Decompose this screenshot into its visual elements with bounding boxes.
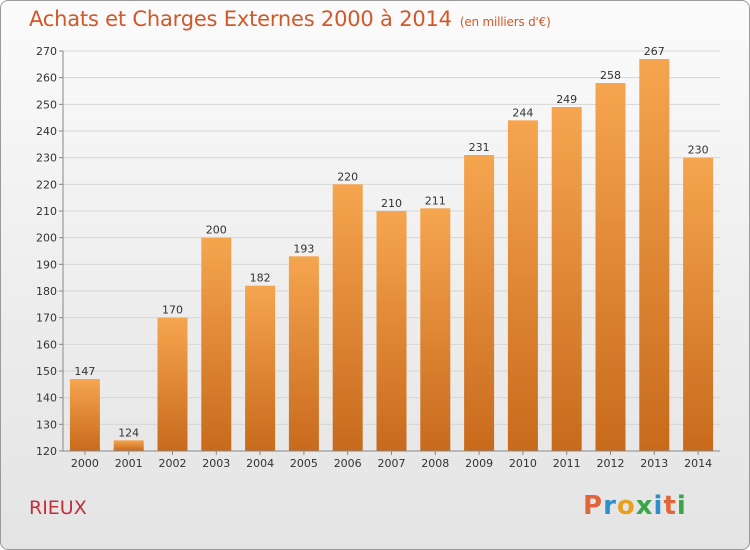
x-tick-label: 2009 — [465, 457, 493, 470]
commune-name: RIEUX — [29, 497, 87, 519]
chart-title: Achats et Charges Externes 2000 à 2014 (e… — [29, 7, 551, 31]
y-tick-label: 140 — [36, 392, 57, 405]
x-tick-label: 2013 — [640, 457, 668, 470]
y-tick-label: 160 — [36, 338, 57, 351]
x-tick-label: 2011 — [553, 457, 581, 470]
bar-value-label: 244 — [512, 106, 533, 119]
bar-2002 — [157, 317, 188, 451]
bar-2012 — [595, 83, 626, 451]
x-tick-label: 2001 — [115, 457, 143, 470]
x-tick-label: 2006 — [334, 457, 362, 470]
bar-value-label: 231 — [469, 141, 490, 154]
x-tick-label: 2005 — [290, 457, 318, 470]
x-tick-label: 2014 — [684, 457, 712, 470]
x-tick-label: 2004 — [246, 457, 274, 470]
logo-letter: i — [676, 491, 687, 521]
y-tick-label: 260 — [36, 72, 57, 85]
y-tick-label: 170 — [36, 312, 57, 325]
y-tick-label: 150 — [36, 365, 57, 378]
x-tick-label: 2010 — [509, 457, 537, 470]
bar-2003 — [201, 237, 232, 451]
x-tick-label: 2008 — [421, 457, 449, 470]
bar-value-label: 258 — [600, 69, 621, 82]
y-tick-label: 190 — [36, 258, 57, 271]
bar-2009 — [464, 155, 495, 451]
proxiti-logo: Proxiti — [583, 491, 687, 521]
bar-value-label: 211 — [425, 194, 446, 207]
logo-letter: P — [583, 491, 604, 521]
x-tick-label: 2003 — [202, 457, 230, 470]
y-tick-label: 120 — [36, 445, 57, 458]
bar-value-label: 200 — [206, 224, 227, 237]
axis-layer: 120 130 140 150 160 170 180 190 200 210 220 230 240 2… — [36, 45, 720, 470]
bar-2010 — [507, 120, 538, 451]
logo-letter: i — [653, 491, 664, 521]
bar-value-label: 147 — [74, 365, 95, 378]
bar-2014 — [683, 157, 714, 451]
logo-letter: r — [603, 491, 617, 521]
bar-2007 — [376, 211, 407, 451]
bar-2004 — [245, 285, 276, 451]
x-tick-label: 2002 — [159, 457, 187, 470]
x-tick-label: 2000 — [71, 457, 99, 470]
bar-value-label: 210 — [381, 197, 402, 210]
x-tick-label: 2007 — [378, 457, 406, 470]
bar-value-label: 193 — [293, 242, 314, 255]
logo-letter: t — [663, 491, 677, 521]
bar-value-label: 124 — [118, 426, 139, 439]
logo-letter: o — [616, 491, 636, 521]
bar-2013 — [639, 59, 670, 451]
y-tick-label: 180 — [36, 285, 57, 298]
y-tick-label: 200 — [36, 232, 57, 245]
bar-value-label: 182 — [250, 272, 271, 285]
bar-2000 — [69, 379, 100, 451]
bar-2006 — [332, 184, 363, 452]
bar-2005 — [288, 256, 319, 451]
y-tick-label: 210 — [36, 205, 57, 218]
bar-value-label: 267 — [644, 45, 665, 58]
bar-value-label: 249 — [556, 93, 577, 106]
bar-layer: 147 124 170 200 182 193 220 210 211 231 244 249 258 2… — [69, 45, 714, 452]
y-tick-label: 220 — [36, 178, 57, 191]
y-tick-label: 270 — [36, 45, 57, 58]
logo-letter: x — [635, 491, 654, 521]
chart-subtitle: (en milliers d'€) — [459, 15, 551, 29]
y-tick-label: 250 — [36, 98, 57, 111]
bar-2008 — [420, 208, 451, 451]
bar-value-label: 170 — [162, 304, 183, 317]
bar-value-label: 230 — [688, 144, 709, 157]
y-tick-label: 240 — [36, 125, 57, 138]
bar-2001 — [113, 440, 144, 451]
y-tick-label: 130 — [36, 418, 57, 431]
x-tick-label: 2012 — [597, 457, 625, 470]
y-tick-label: 230 — [36, 152, 57, 165]
bar-value-label: 220 — [337, 170, 358, 183]
bar-2011 — [551, 107, 582, 451]
